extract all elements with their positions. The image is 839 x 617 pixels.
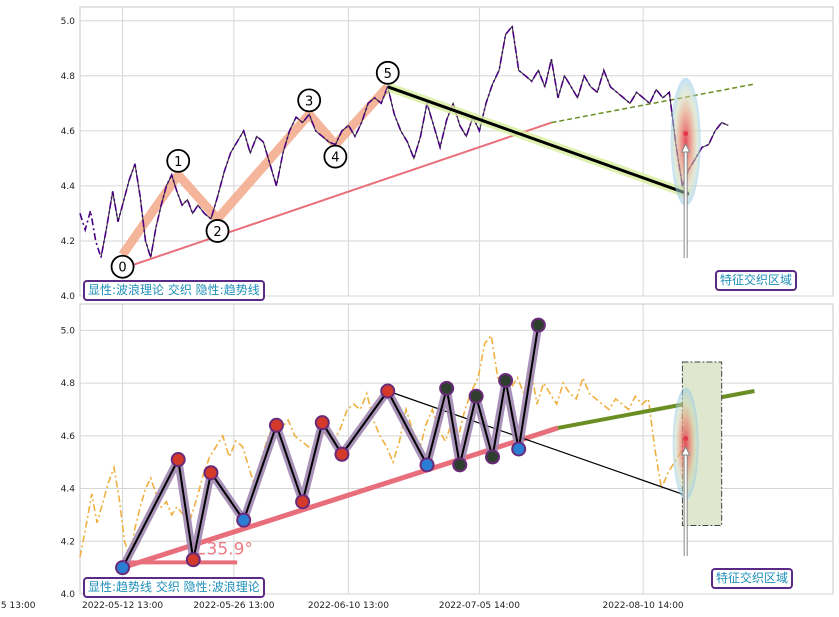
wave-point-marker [297,88,322,113]
x-tick-label: 2022-07-05 14:00 [439,601,520,611]
x-tick-label: 2022-06-10 13:00 [308,601,389,611]
zigzag-line [121,324,540,569]
wave-point-marker [110,254,135,279]
y-tick-label: 4.8 [61,379,76,389]
y-tick-label: 4.2 [61,237,75,247]
wave-point-marker [375,60,400,85]
y-tick-label: 5.0 [61,326,76,336]
y-tick-label: 4.6 [61,432,76,442]
zigzag-marker [511,441,527,457]
y-tick-label: 4.6 [61,127,76,137]
zigzag-marker [468,388,484,404]
wave-point-label: 3 [305,94,313,109]
zigzag-marker [380,383,396,399]
wave-point-marker [166,148,191,173]
zigzag-marker [530,317,546,333]
zigzag-marker [314,415,330,431]
angle-label: ∠35.9° [191,540,253,560]
y-tick-label: 4.0 [61,590,76,600]
wave-point-label: 1 [174,155,182,170]
x-tick-label: 2022-05-26 13:00 [193,601,274,611]
trendline-extension [551,83,755,124]
wave-point-label: 4 [331,151,339,166]
wave-point-label: 0 [118,261,126,276]
x-tick-label: 2022-04-25 13:00 [0,601,36,611]
feature-zone-center [683,131,689,137]
y-tick-label: 4.4 [61,485,76,495]
x-tick-label: 2022-08-10 14:00 [603,601,684,611]
zigzag-marker [203,465,219,481]
y-tick-label: 4.0 [61,292,76,302]
wave-band [118,83,392,258]
feature-arrow-head-bottom [680,445,691,456]
trendline-rising [122,121,552,270]
wave-point-label: 2 [213,225,221,240]
zigzag-marker [419,457,435,473]
zigzag-marker [439,380,455,396]
zigzag-marker [185,552,201,568]
zigzag-marker [236,512,252,528]
top-left-annotation: 显性:波浪理论 交织 隐性:趋势线 [83,280,265,301]
wave-point-marker [323,144,348,169]
y-tick-label: 4.2 [61,537,75,547]
zigzag-marker [485,449,501,465]
price-series-bottom [79,333,708,558]
y-tick-label: 4.4 [61,182,76,192]
feature-zone-blob [670,77,701,206]
wave-point-marker [205,219,230,243]
zigzag-marker [268,417,284,433]
bottom-right-annotation: 特征交织区域 [711,568,794,589]
x-tick-label: 2022-05-12 13:00 [82,601,163,611]
y-tick-label: 4.8 [61,72,76,82]
wave-point-label: 5 [384,67,392,82]
y-tick-label: 5.0 [61,17,76,27]
feature-zone-center-bottom [683,435,689,441]
bottom-left-annotation: 显性:趋势线 交织 隐性:波浪理论 [83,577,265,598]
feature-arrow-head [680,142,691,153]
top-right-annotation: 特征交织区域 [715,270,798,291]
zigzag-marker [498,372,514,388]
zigzag-marker [452,457,468,473]
falling-trendline [387,85,690,196]
feature-zone-blob-bottom [672,387,699,500]
plot-area-0 [79,6,834,297]
zigzag-marker [295,494,311,510]
zigzag-marker [170,452,186,468]
price-series [79,24,729,258]
zigzag-marker [115,560,131,576]
zigzag-marker [334,446,350,462]
